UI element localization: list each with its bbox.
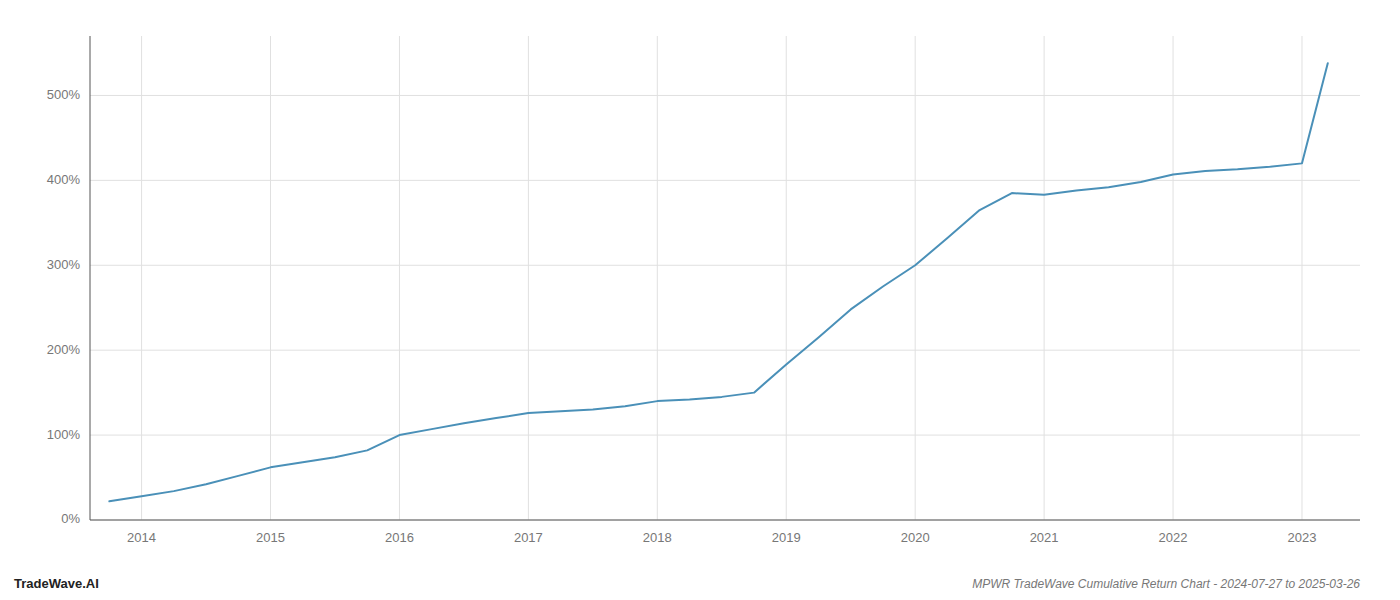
grid-line-x	[1044, 36, 1045, 520]
grid-line-x	[270, 36, 271, 520]
y-tick-label: 300%	[47, 257, 81, 272]
grid-line-x	[1173, 36, 1174, 520]
x-axis-line	[90, 520, 1360, 521]
x-tick-label: 2016	[385, 530, 414, 545]
x-tick-label: 2020	[901, 530, 930, 545]
grid-line-x	[528, 36, 529, 520]
x-tick-label: 2015	[256, 530, 285, 545]
x-tick-label: 2018	[643, 530, 672, 545]
y-axis-line	[90, 36, 91, 520]
watermark: TradeWave.AI	[14, 576, 99, 591]
grid	[90, 36, 1360, 520]
y-tick-label: 100%	[47, 427, 81, 442]
grid-line-y	[90, 95, 1360, 96]
y-tick-label: 0%	[61, 511, 80, 526]
x-tick-label: 2022	[1159, 530, 1188, 545]
grid-line-y	[90, 265, 1360, 266]
x-tick-label: 2019	[772, 530, 801, 545]
y-tick-label: 200%	[47, 342, 81, 357]
grid-line-x	[399, 36, 400, 520]
line	[109, 63, 1327, 501]
grid-line-x	[915, 36, 916, 520]
chart-container: 0% 100% 200% 300% 400% 500% 2014 2015 2016 2017 20…	[0, 0, 1400, 600]
grid-line-x	[657, 36, 658, 520]
grid-line-y	[90, 350, 1360, 351]
title: MPWR TradeWave Cumulative Return Chart -…	[972, 577, 1360, 591]
grid-line-y	[90, 180, 1360, 181]
chart-svg: 0% 100% 200% 300% 400% 500% 2014 2015 2016 2017 20…	[0, 0, 1400, 600]
y-tick-label: 400%	[47, 172, 81, 187]
grid-line-x	[786, 36, 787, 520]
grid-line-y	[90, 435, 1360, 436]
y-tick-label: 500%	[47, 87, 81, 102]
x-tick-label: 2014	[127, 530, 156, 545]
x-tick-label: 2021	[1030, 530, 1059, 545]
grid-line-x	[1301, 36, 1302, 520]
background	[0, 0, 1400, 600]
x-tick-label: 2017	[514, 530, 543, 545]
grid-line-y	[90, 520, 1360, 521]
x-tick-label: 2023	[1288, 530, 1317, 545]
data-group	[109, 63, 1327, 501]
grid-line-x	[141, 36, 142, 520]
